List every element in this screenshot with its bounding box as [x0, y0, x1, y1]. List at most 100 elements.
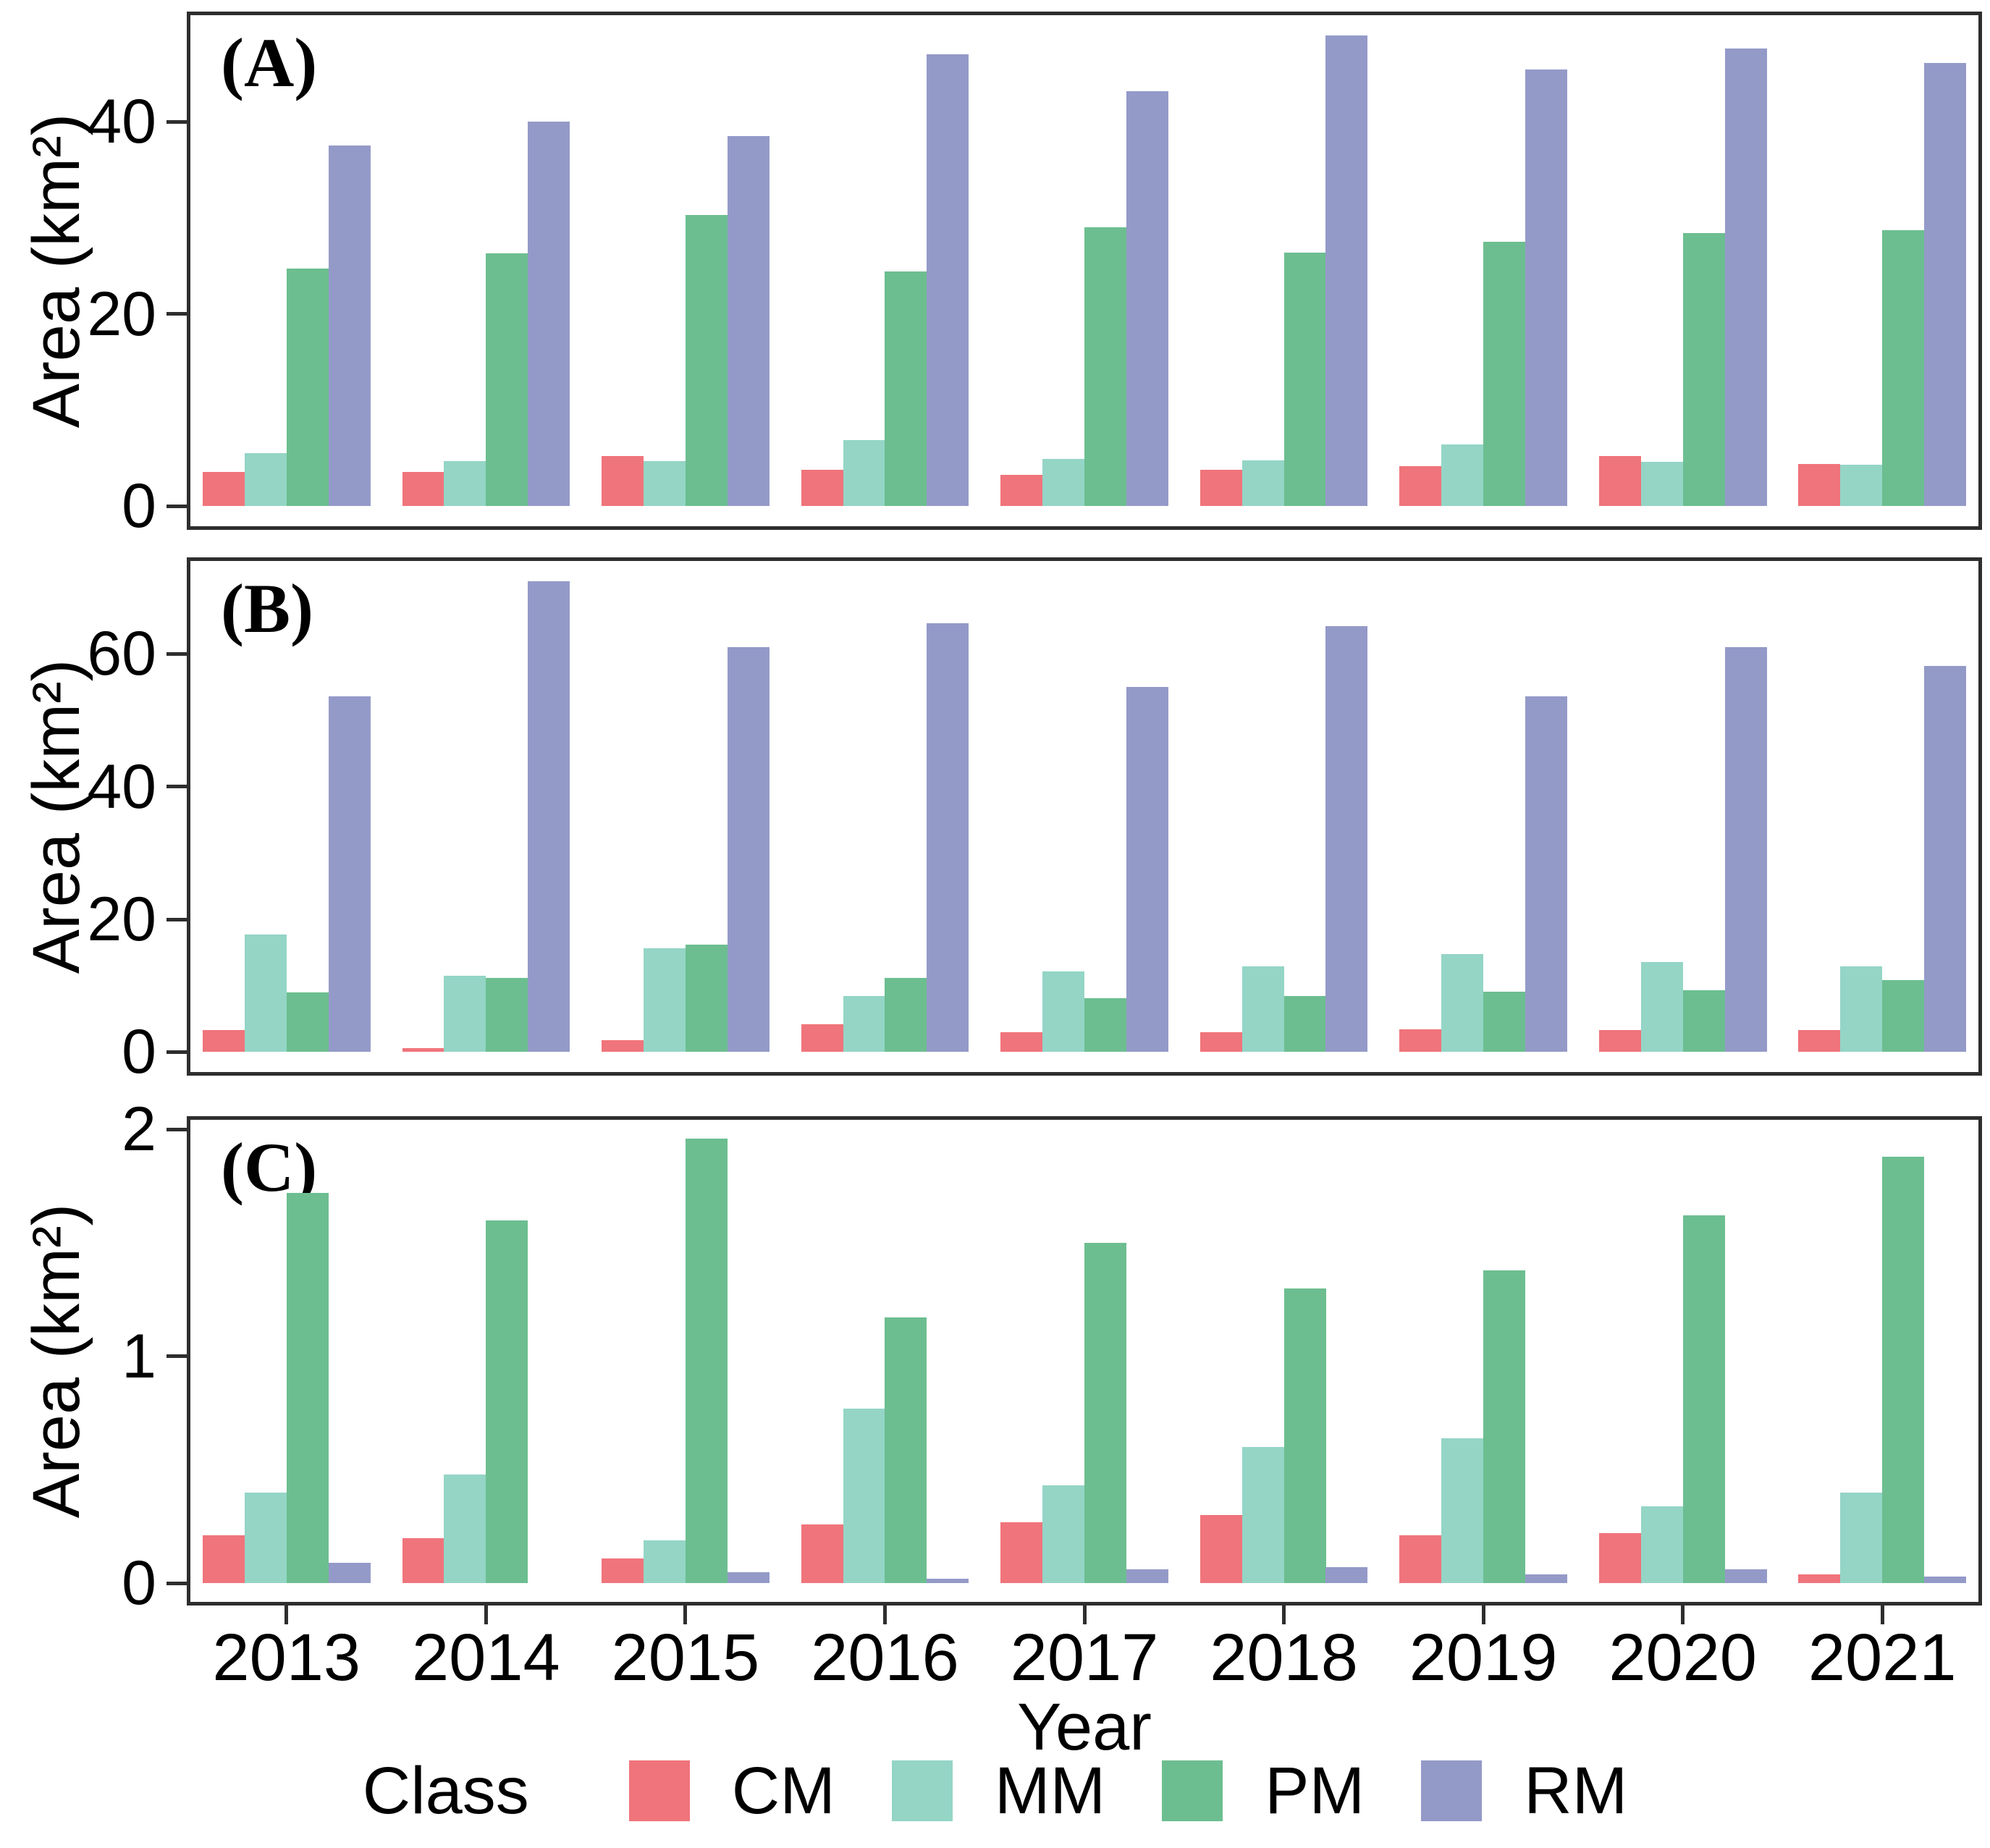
- bar-a-2016-cm: [801, 469, 843, 507]
- bar-a-2017-pm: [1084, 227, 1126, 507]
- bar-a-2013-mm: [244, 453, 287, 507]
- bar-c-2013-rm: [328, 1563, 371, 1584]
- bar-c-2019-mm: [1441, 1438, 1484, 1584]
- x-tick-mark: [1282, 1606, 1286, 1624]
- bar-a-2013-cm: [203, 471, 245, 507]
- legend-label-pm: PM: [1265, 1754, 1365, 1828]
- bar-b-2017-rm: [1126, 687, 1168, 1052]
- legend-swatch-pm: [1162, 1760, 1223, 1821]
- bar-b-2020-cm: [1598, 1030, 1641, 1052]
- bar-a-2019-mm: [1441, 444, 1484, 507]
- bar-c-2018-rm: [1325, 1567, 1368, 1584]
- bar-a-2014-rm: [528, 122, 570, 507]
- bar-c-2020-mm: [1640, 1506, 1683, 1584]
- bar-b-2014-mm: [444, 976, 486, 1052]
- panel-a-label: (A): [221, 24, 318, 101]
- x-tick-label-2019: 2019: [1409, 1621, 1558, 1695]
- bar-a-2021-pm: [1882, 230, 1925, 507]
- bar-c-2019-pm: [1483, 1270, 1526, 1584]
- bar-a-2020-cm: [1598, 456, 1641, 507]
- bar-a-2017-mm: [1042, 459, 1085, 507]
- x-tick-mark: [284, 1606, 289, 1624]
- bar-a-2019-pm: [1483, 242, 1526, 507]
- y-tick-mark: [166, 917, 187, 921]
- bar-b-2017-cm: [1000, 1031, 1043, 1052]
- bar-a-2014-pm: [486, 253, 528, 507]
- y-tick-label: 0: [122, 1017, 156, 1087]
- bar-b-2021-cm: [1798, 1030, 1841, 1052]
- y-tick-mark: [166, 1050, 187, 1054]
- x-tick-label-2014: 2014: [411, 1621, 560, 1695]
- y-tick-label: 20: [87, 279, 156, 349]
- bar-c-2016-rm: [927, 1579, 969, 1584]
- bar-a-2020-rm: [1724, 48, 1767, 507]
- legend-entry-mm: MM: [891, 1754, 1106, 1828]
- bar-b-2019-pm: [1483, 992, 1526, 1052]
- legend-label-cm: CM: [731, 1754, 835, 1828]
- bar-b-2021-pm: [1882, 979, 1925, 1052]
- bar-b-2020-mm: [1640, 961, 1683, 1052]
- x-tick-mark: [1481, 1606, 1485, 1624]
- bar-b-2018-rm: [1325, 625, 1368, 1052]
- bar-b-2020-pm: [1682, 990, 1725, 1052]
- bar-b-2021-mm: [1840, 966, 1883, 1052]
- legend: Class CM MM PM RM: [72, 1758, 1918, 1824]
- bar-b-2019-mm: [1441, 953, 1484, 1052]
- legend-swatch-rm: [1421, 1760, 1483, 1821]
- bar-b-2018-pm: [1283, 996, 1326, 1052]
- bar-c-2013-cm: [203, 1535, 245, 1584]
- legend-label-rm: RM: [1524, 1754, 1628, 1828]
- x-tick-mark: [1082, 1606, 1087, 1624]
- bar-a-2018-pm: [1283, 252, 1326, 507]
- x-tick-label-2017: 2017: [1010, 1621, 1159, 1695]
- bar-c-2021-pm: [1882, 1156, 1925, 1584]
- bar-b-2017-pm: [1084, 998, 1126, 1052]
- bar-b-2015-cm: [602, 1039, 644, 1052]
- bar-b-2014-rm: [528, 581, 570, 1052]
- y-tick-label: 0: [122, 1548, 156, 1619]
- y-tick-label: 1: [122, 1321, 156, 1391]
- bar-b-2015-mm: [644, 948, 686, 1052]
- bar-c-2020-pm: [1682, 1215, 1725, 1584]
- bar-b-2014-cm: [402, 1047, 444, 1052]
- bar-c-2018-cm: [1200, 1515, 1242, 1584]
- x-tick-mark: [683, 1606, 688, 1624]
- bar-b-2016-mm: [843, 996, 885, 1052]
- bar-c-2021-cm: [1798, 1574, 1841, 1584]
- bar-a-2017-cm: [1000, 474, 1043, 507]
- bar-a-2017-rm: [1126, 90, 1168, 507]
- bar-c-2018-pm: [1283, 1288, 1326, 1584]
- bar-c-2017-pm: [1084, 1242, 1126, 1584]
- bar-c-2015-mm: [644, 1540, 686, 1584]
- bar-a-2020-mm: [1640, 462, 1683, 507]
- bar-a-2016-rm: [927, 54, 969, 507]
- legend-entry-rm: RM: [1421, 1758, 1627, 1824]
- panel-b-label: (B): [221, 570, 313, 647]
- bar-a-2018-rm: [1325, 35, 1368, 507]
- bar-b-2015-pm: [685, 944, 728, 1052]
- bar-a-2016-mm: [843, 439, 885, 507]
- bar-b-2017-mm: [1042, 971, 1085, 1052]
- bar-c-2019-cm: [1399, 1535, 1442, 1584]
- y-tick-label: 0: [122, 471, 156, 541]
- y-tick-mark: [166, 1354, 187, 1359]
- x-axis-title: Year: [1017, 1690, 1152, 1764]
- bar-c-2016-cm: [801, 1524, 843, 1584]
- y-tick-label: 20: [87, 885, 156, 955]
- x-tick-label-2013: 2013: [212, 1621, 361, 1695]
- bar-b-2019-rm: [1525, 696, 1567, 1052]
- bar-c-2013-pm: [286, 1192, 329, 1584]
- bar-c-2016-mm: [843, 1408, 885, 1584]
- y-tick-label: 40: [87, 87, 156, 157]
- bar-b-2014-pm: [486, 977, 528, 1052]
- legend-entry-cm: CM: [628, 1754, 835, 1828]
- bar-b-2016-rm: [927, 623, 969, 1052]
- bar-c-2017-mm: [1042, 1485, 1085, 1584]
- bar-c-2016-pm: [885, 1317, 927, 1584]
- y-tick-mark: [166, 651, 187, 656]
- bar-a-2019-rm: [1525, 69, 1567, 507]
- legend-label-mm: MM: [994, 1754, 1106, 1828]
- bar-c-2019-rm: [1525, 1574, 1567, 1584]
- x-tick-label-2016: 2016: [811, 1621, 959, 1695]
